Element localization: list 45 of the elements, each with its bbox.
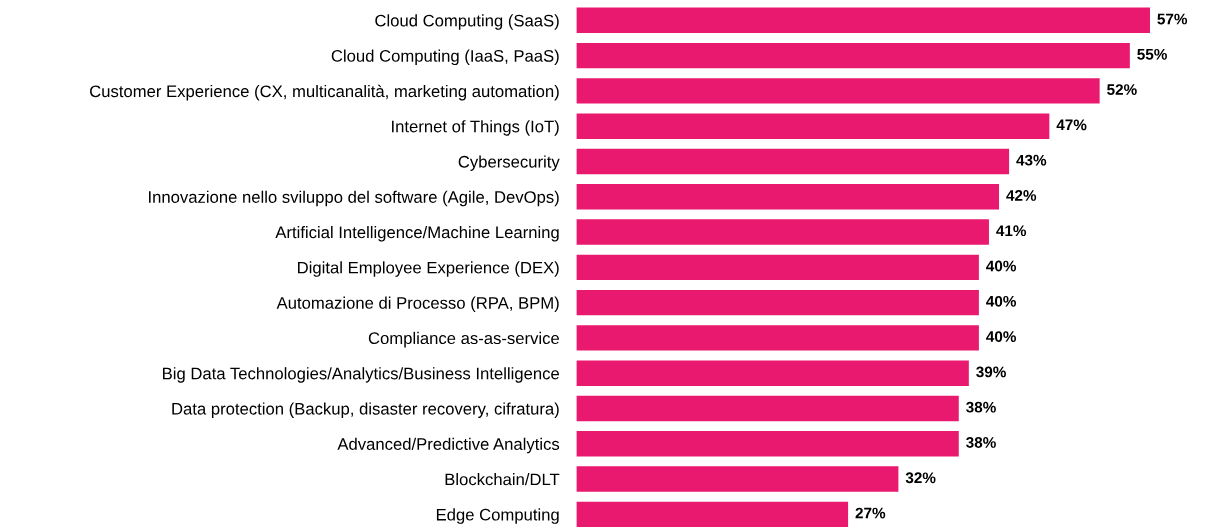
y-tick-label: Automazione di Processo (RPA, BPM) bbox=[276, 296, 559, 313]
bar bbox=[576, 395, 959, 422]
data-label: 39% bbox=[976, 366, 1006, 378]
bar bbox=[576, 184, 1000, 210]
y-tick-label: Data protection (Backup, disaster recovery, cifratura) bbox=[172, 402, 559, 418]
y-tick-label: Cybersecurity bbox=[458, 155, 560, 171]
y-tick-label: Advanced/Predictive Analytics bbox=[337, 437, 560, 454]
data-label: 40% bbox=[986, 260, 1017, 272]
bar bbox=[576, 254, 979, 281]
y-tick-label: Cloud Computing (IaaS, PaaS) bbox=[331, 49, 559, 66]
bar bbox=[576, 501, 849, 528]
bar bbox=[576, 148, 1010, 175]
bar bbox=[576, 431, 959, 457]
bar bbox=[576, 466, 899, 492]
data-label: 57% bbox=[1157, 13, 1188, 25]
y-tick-label: Cloud Computing (SaaS) bbox=[375, 14, 559, 30]
y-tick-label: Digital Employee Experience (DEX) bbox=[298, 261, 559, 277]
data-label: 42% bbox=[1006, 190, 1037, 201]
data-label: 40% bbox=[986, 331, 1017, 343]
bar bbox=[576, 360, 969, 386]
y-tick-label: Internet of Things (IoT) bbox=[392, 120, 559, 136]
bar bbox=[576, 78, 1100, 104]
data-label: 38% bbox=[966, 401, 996, 413]
bar bbox=[576, 219, 989, 245]
data-label: 55% bbox=[1137, 48, 1167, 60]
y-tick-label: Blockchain/DLT bbox=[445, 473, 560, 486]
data-label: 38% bbox=[966, 437, 996, 448]
bar bbox=[576, 325, 979, 351]
data-label: 40% bbox=[986, 295, 1017, 307]
data-label: 52% bbox=[1107, 84, 1137, 95]
bar bbox=[576, 289, 979, 316]
data-label: 32% bbox=[905, 472, 936, 484]
data-label: 41% bbox=[996, 225, 1027, 237]
y-tick-label: Innovazione nello sviluppo del software (Agile, DevOps) bbox=[149, 190, 559, 207]
bar bbox=[576, 42, 1130, 69]
data-label: 47% bbox=[1056, 119, 1087, 131]
y-tick-label: Big Data Technologies/Analytics/Business Intelligence bbox=[163, 367, 559, 383]
y-tick-label: Artificial Intelligence/Machine Learning bbox=[275, 226, 559, 242]
bar bbox=[576, 7, 1150, 34]
data-label: 43% bbox=[1016, 154, 1047, 166]
data-label: 27% bbox=[855, 507, 886, 519]
y-tick-label: Compliance as-as-service bbox=[368, 331, 559, 348]
y-tick-label: Customer Experience (CX, multicanalità, marketing automation) bbox=[90, 84, 559, 101]
y-tick-label: Edge Computing bbox=[436, 508, 559, 524]
bar bbox=[576, 113, 1050, 139]
